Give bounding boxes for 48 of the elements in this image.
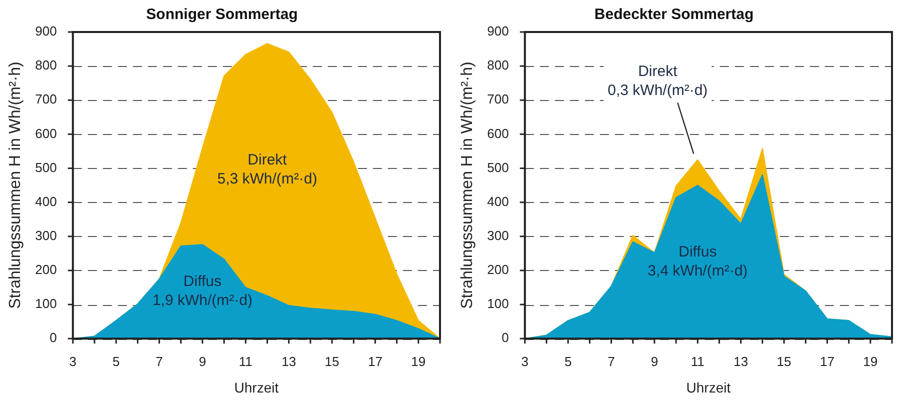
y-tick-label: 100: [487, 296, 509, 312]
annotation: Diffus 1,9 kWh/(m²·d): [152, 273, 252, 310]
annotation: Direkt 0,3 kWh/(m²·d): [608, 62, 708, 99]
y-axis-title: Strahlungssummen H in Wh/(m²·h): [7, 62, 24, 309]
x-tick-label: 15: [324, 354, 340, 369]
y-tick-label: 700: [35, 92, 57, 107]
y-tick-label: 700: [487, 92, 509, 107]
x-tick-label: 15: [776, 354, 792, 369]
y-tick-label: 200: [35, 262, 57, 278]
x-tick-label: 17: [368, 354, 382, 369]
y-tick-label: 300: [35, 228, 57, 243]
y-tick-label: 0: [502, 330, 509, 346]
y-tick-label: 800: [35, 58, 57, 73]
x-tick-label: 13: [734, 354, 748, 369]
x-tick-label: 5: [112, 354, 120, 369]
x-tick-label: 9: [650, 354, 658, 369]
chart-title: Bedeckter Sommertag: [594, 6, 754, 24]
y-axis-title: Strahlungssummen H in Wh/(m²·h): [459, 62, 476, 309]
x-axis-title: Uhrzeit: [686, 379, 731, 396]
x-tick-label: 11: [690, 354, 704, 369]
annotation: Diffus 3,4 kWh/(m²·d): [648, 244, 748, 280]
y-tick-label: 300: [487, 228, 509, 243]
y-tick-label: 400: [35, 194, 57, 209]
x-tick-label: 19: [411, 354, 426, 369]
y-tick-label: 200: [487, 262, 509, 278]
y-tick-label: 400: [487, 194, 509, 209]
x-tick-label: 7: [608, 354, 615, 369]
y-tick-label: 0: [50, 330, 57, 346]
x-tick-label: 3: [521, 354, 529, 369]
x-tick-label: 3: [69, 354, 77, 369]
y-tick-label: 900: [35, 24, 57, 39]
x-tick-label: 11: [238, 354, 252, 369]
y-tick-label: 600: [487, 126, 509, 141]
x-tick-label: 5: [564, 354, 572, 369]
x-axis-title: Uhrzeit: [234, 379, 279, 396]
annotation: Direkt 5,3 kWh/(m²·d): [217, 151, 318, 188]
y-tick-label: 800: [487, 58, 509, 73]
x-tick-label: 17: [820, 354, 834, 369]
x-tick-label: 19: [863, 354, 878, 369]
x-tick-label: 7: [156, 354, 163, 369]
x-tick-label: 9: [198, 354, 206, 369]
chart-title: Sonniger Sommertag: [146, 6, 298, 24]
y-tick-label: 900: [487, 24, 509, 39]
x-tick-label: 13: [282, 354, 296, 369]
y-tick-label: 500: [487, 160, 509, 175]
y-tick-label: 600: [35, 126, 57, 141]
y-tick-label: 100: [35, 296, 57, 312]
y-tick-label: 500: [35, 160, 57, 175]
